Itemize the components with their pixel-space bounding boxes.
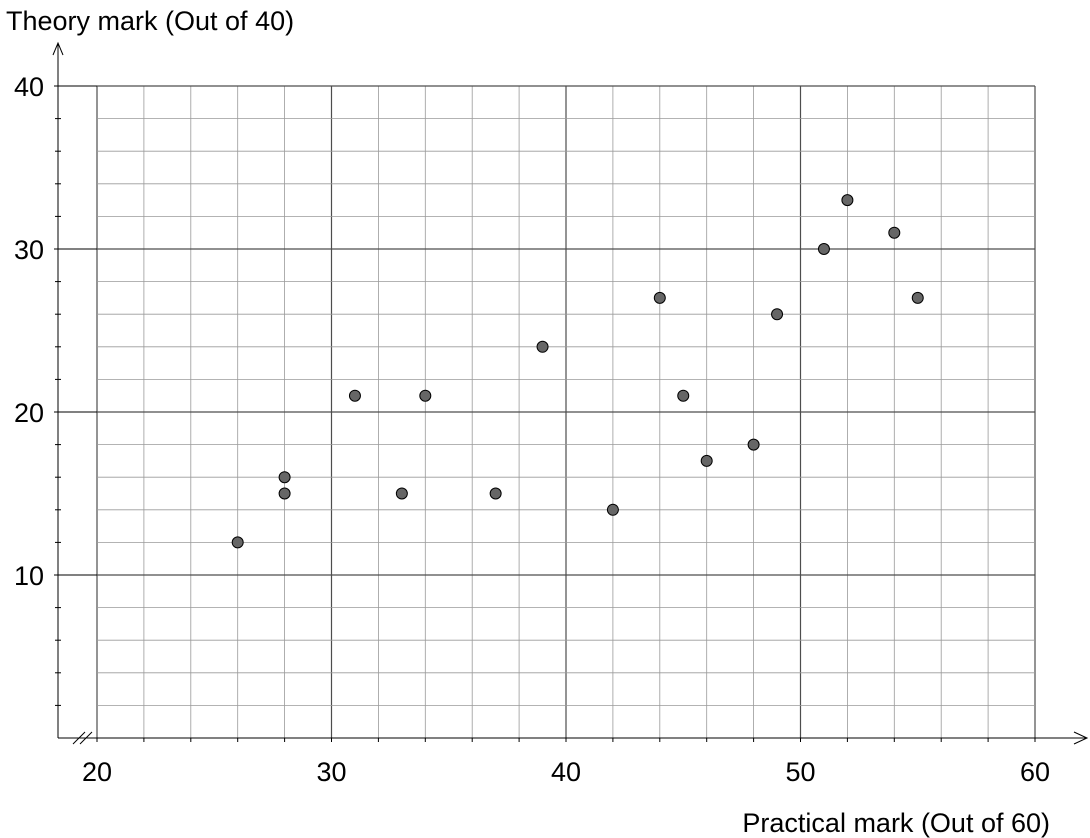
y-axis-title: Theory mark (Out of 40) [6, 6, 294, 36]
data-point [278, 487, 291, 500]
x-axis-title: Practical mark (Out of 60) [742, 808, 1050, 838]
x-tick-label: 20 [82, 757, 112, 787]
axis-break-mark [79, 731, 93, 745]
data-point [536, 340, 549, 353]
y-tick-label: 40 [14, 72, 44, 102]
data-point [771, 308, 784, 321]
data-point [888, 226, 901, 239]
tick-labels: 20 30 40 50 60 10 20 30 40 [14, 72, 1050, 787]
data-point [606, 503, 619, 516]
y-tick-label: 10 [14, 561, 44, 591]
data-point [231, 536, 244, 549]
axis-break-mark [72, 731, 86, 745]
x-tick-label: 60 [1020, 757, 1050, 787]
x-tick-label: 50 [785, 757, 815, 787]
y-tick-label: 20 [14, 398, 44, 428]
data-point [653, 291, 666, 304]
data-point [677, 389, 690, 402]
data-point [395, 487, 408, 500]
data-point [817, 243, 830, 255]
x-tick-label: 40 [551, 757, 581, 787]
data-point [841, 194, 854, 207]
data-point [700, 454, 713, 467]
data-point [747, 438, 760, 451]
data-point [911, 291, 924, 304]
data-points [231, 194, 924, 549]
grid [96, 85, 1036, 739]
axes [52, 41, 1089, 745]
data-point [419, 389, 432, 402]
y-axis-arrow [52, 41, 64, 56]
data-point [348, 389, 361, 402]
data-point [489, 487, 502, 500]
x-tick-label: 30 [316, 757, 346, 787]
x-axis-arrow [1073, 731, 1089, 745]
y-tick-label: 30 [14, 235, 44, 265]
data-point [278, 471, 291, 484]
